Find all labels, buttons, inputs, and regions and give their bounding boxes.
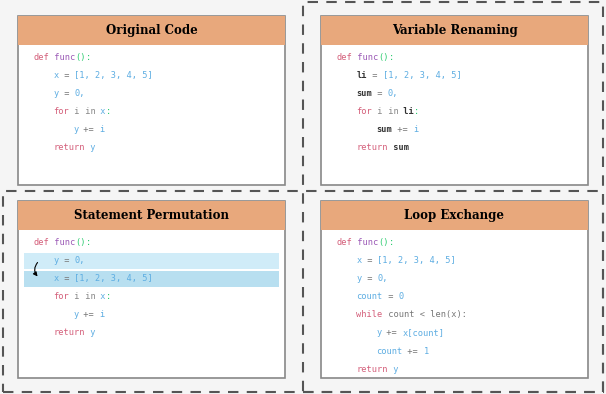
Text: sum: sum xyxy=(388,143,409,152)
Text: in: in xyxy=(79,107,95,116)
Text: def: def xyxy=(33,53,49,61)
Text: =: = xyxy=(382,292,398,301)
Text: func: func xyxy=(352,53,378,61)
Text: for: for xyxy=(53,107,69,116)
Text: x[count]: x[count] xyxy=(402,329,444,337)
Text: li: li xyxy=(398,107,414,116)
Text: for: for xyxy=(356,107,372,116)
Text: Original Code: Original Code xyxy=(105,24,198,37)
Text: return: return xyxy=(53,143,85,152)
Text: :: : xyxy=(389,53,394,61)
Text: =: = xyxy=(367,71,382,80)
Text: +=: += xyxy=(382,329,402,337)
Text: in: in xyxy=(382,107,398,116)
FancyBboxPatch shape xyxy=(18,201,285,378)
Text: x: x xyxy=(53,71,59,80)
Text: count < len(x):: count < len(x): xyxy=(382,310,467,319)
Text: i: i xyxy=(372,107,382,116)
Text: [1, 2, 3, 4, 5]: [1, 2, 3, 4, 5] xyxy=(75,71,153,80)
Text: for: for xyxy=(53,292,69,301)
Text: y: y xyxy=(53,256,59,265)
Text: return: return xyxy=(356,143,388,152)
Text: (): () xyxy=(75,53,86,61)
Text: y: y xyxy=(73,310,79,319)
Text: y: y xyxy=(388,365,398,374)
Text: x: x xyxy=(356,256,362,265)
Text: [1, 2, 3, 4, 5]: [1, 2, 3, 4, 5] xyxy=(75,274,153,283)
Text: (): () xyxy=(378,53,389,61)
Text: =: = xyxy=(59,274,75,283)
Text: i: i xyxy=(69,292,79,301)
FancyBboxPatch shape xyxy=(321,16,588,45)
FancyBboxPatch shape xyxy=(18,201,285,230)
Text: 1: 1 xyxy=(424,347,428,355)
Text: in: in xyxy=(79,292,95,301)
Text: def: def xyxy=(336,53,352,61)
Text: x: x xyxy=(95,292,106,301)
FancyBboxPatch shape xyxy=(321,16,588,185)
Text: x: x xyxy=(95,107,106,116)
Text: count: count xyxy=(376,347,402,355)
Text: 0: 0 xyxy=(398,292,404,301)
Text: func: func xyxy=(352,238,378,247)
Text: Statement Permutation: Statement Permutation xyxy=(74,209,229,222)
Text: :: : xyxy=(86,238,91,247)
Text: return: return xyxy=(356,365,388,374)
Text: =: = xyxy=(362,256,378,265)
Text: 0,: 0, xyxy=(378,274,388,283)
Text: sum: sum xyxy=(376,125,392,134)
FancyBboxPatch shape xyxy=(24,271,279,287)
Text: i: i xyxy=(99,310,105,319)
Text: :: : xyxy=(389,238,394,247)
Text: :: : xyxy=(86,53,91,61)
Text: +=: += xyxy=(79,310,99,319)
Text: i: i xyxy=(413,125,418,134)
Text: Variable Renaming: Variable Renaming xyxy=(391,24,518,37)
Text: :: : xyxy=(106,107,111,116)
Text: =: = xyxy=(59,89,75,98)
FancyBboxPatch shape xyxy=(321,201,588,230)
Text: 0,: 0, xyxy=(75,89,85,98)
Text: i: i xyxy=(69,107,79,116)
Text: 0,: 0, xyxy=(75,256,85,265)
Text: =: = xyxy=(59,256,75,265)
FancyBboxPatch shape xyxy=(18,16,285,45)
FancyBboxPatch shape xyxy=(18,16,285,185)
Text: :: : xyxy=(414,107,419,116)
Text: (): () xyxy=(75,238,86,247)
Text: li: li xyxy=(356,71,367,80)
Text: y: y xyxy=(85,143,95,152)
Text: +=: += xyxy=(392,125,413,134)
Text: y: y xyxy=(53,89,59,98)
Text: +=: += xyxy=(79,125,99,134)
Text: y: y xyxy=(73,125,79,134)
Text: [1, 2, 3, 4, 5]: [1, 2, 3, 4, 5] xyxy=(382,71,461,80)
Text: i: i xyxy=(99,125,105,134)
FancyBboxPatch shape xyxy=(24,253,279,269)
Text: y: y xyxy=(85,329,95,337)
Text: =: = xyxy=(59,71,75,80)
Text: func: func xyxy=(49,53,75,61)
Text: 0,: 0, xyxy=(388,89,398,98)
Text: :: : xyxy=(106,292,111,301)
Text: =: = xyxy=(362,274,378,283)
Text: =: = xyxy=(372,89,388,98)
Text: def: def xyxy=(336,238,352,247)
Text: count: count xyxy=(356,292,382,301)
Text: while: while xyxy=(356,310,382,319)
Text: y: y xyxy=(376,329,382,337)
FancyBboxPatch shape xyxy=(321,201,588,378)
Text: (): () xyxy=(378,238,389,247)
Text: return: return xyxy=(53,329,85,337)
Text: def: def xyxy=(33,238,49,247)
Text: x: x xyxy=(53,274,59,283)
Text: sum: sum xyxy=(356,89,372,98)
Text: +=: += xyxy=(402,347,424,355)
Text: Loop Exchange: Loop Exchange xyxy=(404,209,505,222)
Text: y: y xyxy=(356,274,362,283)
Text: func: func xyxy=(49,238,75,247)
Text: [1, 2, 3, 4, 5]: [1, 2, 3, 4, 5] xyxy=(378,256,456,265)
